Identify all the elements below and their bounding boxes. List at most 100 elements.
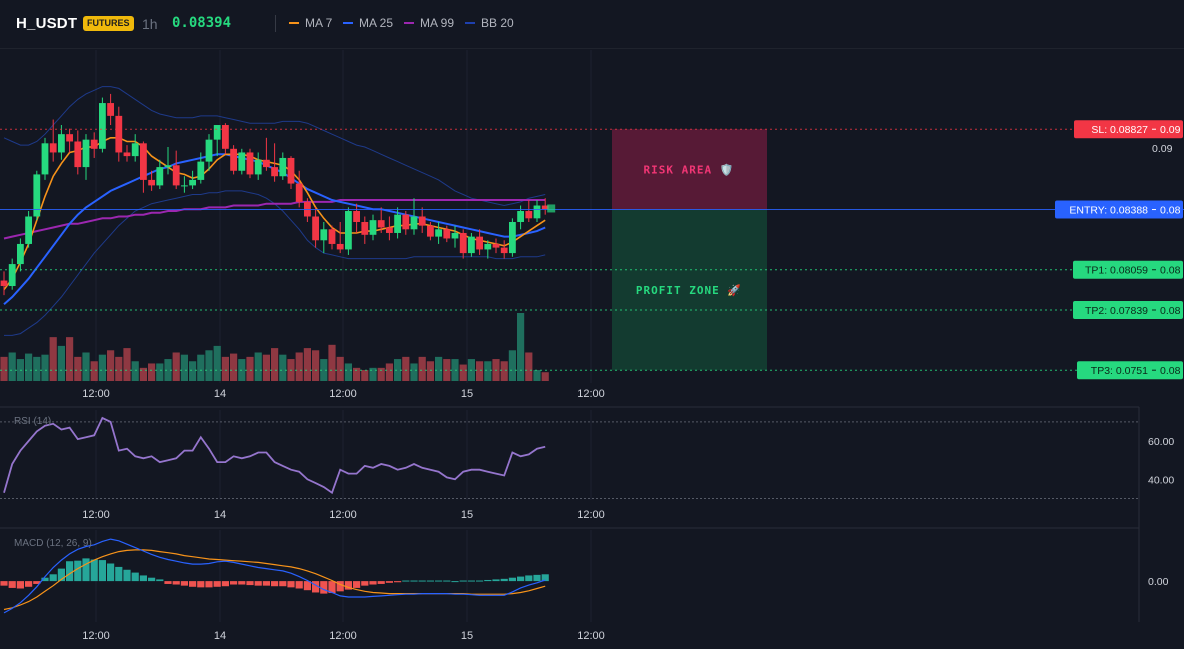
level-price-tag: 0.08 (1160, 365, 1181, 377)
candle-body (49, 143, 57, 153)
zone-risk (612, 129, 767, 210)
macd-histogram-bar (205, 581, 213, 588)
legend-ma25[interactable]: MA 25 (343, 16, 393, 30)
volume-bar (115, 356, 123, 381)
macd-histogram-bar (66, 561, 74, 582)
macd-histogram-bar (443, 580, 451, 582)
ma99-line (3, 199, 546, 240)
volume-bar (123, 348, 131, 381)
candles (0, 93, 549, 296)
macd-histogram-bar (246, 581, 254, 586)
x-tick-label: 12:00 (82, 630, 110, 642)
candle-body (410, 216, 418, 230)
volume-bar (131, 361, 139, 381)
macd-histogram-bar (517, 576, 525, 582)
level-label: ENTRY: 0.08388 (1069, 205, 1148, 217)
volume-bar (221, 356, 229, 381)
candle-body (8, 264, 16, 287)
macd-histogram-bar (451, 581, 459, 583)
volume-bar (410, 363, 418, 381)
macd-histogram-bar (295, 581, 303, 589)
volume-bar (312, 350, 320, 381)
legend-bb20[interactable]: BB 20 (465, 16, 514, 30)
x-tick-label: 12:00 (577, 630, 605, 642)
macd-histogram-bar (508, 577, 516, 582)
volume-bar (426, 361, 434, 381)
volume-bar (435, 356, 443, 381)
macd-histogram-bar (476, 580, 484, 582)
macd-histogram-bar (525, 575, 533, 582)
futures-badge: FUTURES (83, 16, 134, 31)
volume-bar (344, 363, 352, 381)
legend-ma99[interactable]: MA 99 (404, 16, 454, 30)
candle-body (33, 174, 41, 217)
macd-histogram-bar (353, 581, 361, 588)
candle-body (263, 159, 270, 168)
volume-bar (33, 356, 41, 381)
macd-histogram-bar (221, 581, 229, 587)
macd-histogram-bar (361, 581, 369, 586)
macd-histogram-bar (320, 581, 328, 594)
volume-bar (336, 356, 344, 381)
volume-bar (213, 345, 221, 381)
candle-body (435, 229, 442, 237)
macd-histogram-bar (139, 575, 147, 582)
x-tick-label: 14 (214, 509, 226, 521)
candle-body (271, 167, 278, 177)
candle-body (443, 229, 451, 239)
macd-histogram-bar (74, 560, 82, 582)
volume-bar (353, 367, 361, 381)
candle-body (336, 243, 344, 250)
macd-histogram-bar (541, 574, 549, 582)
candle-body (25, 216, 32, 244)
macd-histogram-bar (369, 581, 377, 585)
macd-histogram-bar (303, 581, 311, 591)
level-price-tag: 0.08 (1160, 265, 1181, 277)
x-tick-label: 15 (461, 388, 473, 400)
level-price-tag: 0.08 (1160, 205, 1181, 217)
volume-bar (508, 350, 516, 381)
candle-body (0, 280, 8, 287)
volume-bar (517, 313, 525, 381)
volume-bar (66, 337, 74, 381)
macd-histogram-bar (82, 558, 90, 582)
macd-histogram-bar (98, 560, 106, 582)
candle-body (287, 157, 295, 184)
legend-ma7[interactable]: MA 7 (289, 16, 332, 30)
macd-histogram-bar (148, 577, 156, 582)
macd-histogram-bar (172, 581, 180, 585)
volume-bar (295, 352, 303, 381)
candle-body (312, 216, 319, 241)
candle-body (148, 179, 155, 186)
rsi-line (3, 416, 546, 495)
candle-body (197, 161, 205, 180)
volume-bar (172, 352, 180, 381)
price-levels: SL: 0.08827 0.09 ENTRY: 0.08388 0.08 TP1: 0.… (0, 120, 1184, 380)
macd-histogram-bar (8, 581, 16, 588)
x-tick-label: 12:00 (577, 509, 605, 521)
macd-tick: 0.00 (1148, 576, 1169, 588)
volume-bar (459, 364, 467, 381)
last-price: 0.08394 (172, 15, 232, 31)
candle-body (361, 221, 369, 235)
volume-bar (369, 367, 377, 381)
level-price-tag: 0.09 (1160, 124, 1181, 136)
candle-body (402, 214, 410, 230)
candle-body (394, 214, 401, 233)
legend-label: MA 7 (305, 16, 333, 30)
candle-body (484, 243, 492, 250)
candle-body (82, 139, 90, 168)
volume-bar (139, 367, 147, 381)
level-tag-tp (1077, 361, 1183, 380)
rsi-title: RSI (14) (14, 416, 51, 427)
candle-body (181, 185, 188, 187)
candle-body (213, 125, 221, 140)
macd-histogram-bar (484, 579, 492, 582)
macd-histogram-bar (459, 580, 467, 582)
symbol-name[interactable]: H_USDT (16, 15, 78, 32)
candle-body (74, 141, 82, 168)
timeframe-selector[interactable]: 1h (142, 16, 158, 32)
candle-body (205, 139, 213, 162)
volume-bar (90, 361, 98, 381)
